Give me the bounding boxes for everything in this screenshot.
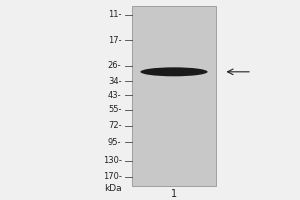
Text: 170-: 170- bbox=[103, 172, 122, 181]
Text: 17-: 17- bbox=[108, 36, 122, 45]
Text: 95-: 95- bbox=[108, 138, 122, 147]
Text: 11-: 11- bbox=[108, 10, 122, 19]
Text: 26-: 26- bbox=[108, 61, 122, 70]
Text: 55-: 55- bbox=[108, 105, 122, 114]
Text: 34-: 34- bbox=[108, 77, 122, 86]
Text: 43-: 43- bbox=[108, 91, 122, 100]
Text: 72-: 72- bbox=[108, 121, 122, 130]
Text: 1: 1 bbox=[171, 189, 177, 199]
Bar bbox=[132, 6, 216, 186]
Ellipse shape bbox=[140, 67, 208, 76]
Text: kDa: kDa bbox=[104, 184, 122, 193]
Text: 130-: 130- bbox=[103, 156, 122, 165]
